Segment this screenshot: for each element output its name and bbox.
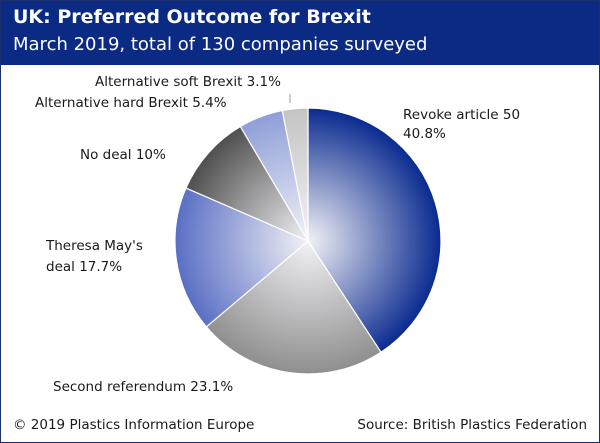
pie-slices	[174, 107, 442, 375]
pie-label-revoke-article-50: Revoke article 50 40.8%	[403, 107, 520, 142]
pie-slice-no-deal	[185, 125, 310, 243]
copyright-text: © 2019 Plastics Information Europe	[13, 417, 255, 433]
chart-header: UK: Preferred Outcome for Brexit March 2…	[1, 1, 599, 65]
pie-label-theresa-mays-deal: Theresa May's deal 17.7%	[45, 238, 143, 275]
chart-title: UK: Preferred Outcome for Brexit	[13, 6, 371, 28]
source-text: Source: British Plastics Federation	[357, 417, 587, 433]
pie-slice-alternative-soft-brexit	[281, 107, 309, 242]
chart-subtitle: March 2019, total of 130 companies surve…	[13, 34, 428, 55]
pie-labels: Revoke article 50 40.8% Second referendum …	[35, 74, 520, 395]
pie-slice-theresa-mays-deal	[174, 187, 310, 328]
pie-slice-second-referendum	[205, 240, 382, 375]
pie-label-alternative-hard-brexit: Alternative hard Brexit 5.4%	[35, 95, 227, 111]
pie-label-second-referendum: Second referendum 23.1%	[53, 379, 233, 395]
pie-label-no-deal: No deal 10%	[80, 147, 166, 163]
pie-label-alternative-soft-brexit: Alternative soft Brexit 3.1%	[95, 74, 281, 90]
